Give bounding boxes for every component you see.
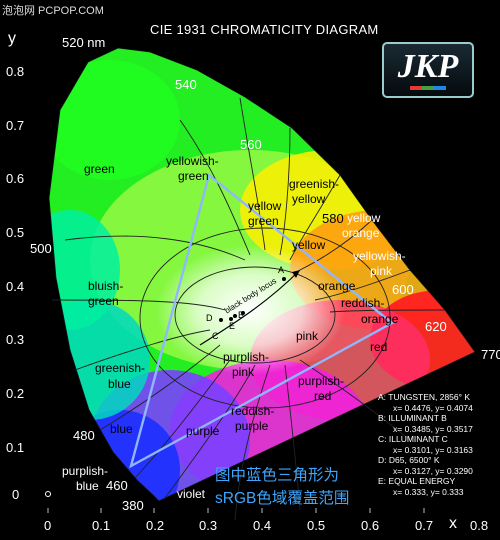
legend-entry: D: D65, 6500° K [378, 455, 440, 465]
legend-entry: E: EQUAL ENERGY [378, 476, 456, 486]
region-label-yellowish-pink-1: yellowish- [353, 249, 406, 263]
region-label-yellowish-green-2: green [178, 169, 209, 183]
region-label-purplish-pink-1: purplish- [223, 350, 270, 364]
region-label-greenish-blue-2: blue [108, 377, 131, 391]
region-label-purple: purple [186, 424, 220, 438]
region-label-green: green [84, 162, 115, 176]
region-label-reddish-purple-1: reddish- [231, 404, 275, 418]
legend-coords: x= 0.3101, y= 0.3163 [393, 444, 473, 455]
wavelength-label: 520 nm [62, 35, 106, 50]
region-label-reddish-orange-2: orange [361, 312, 399, 326]
region-label-reddish-orange-1: reddish- [341, 296, 385, 310]
tick-marks [47, 508, 425, 513]
x-tick: 0.5 [307, 518, 326, 533]
x-tick: 0.7 [415, 518, 434, 533]
y-tick: 0.8 [6, 64, 25, 79]
legend-entry: C: ILLUMINANT C [378, 434, 448, 444]
y-tick: 0.2 [6, 386, 25, 401]
wavelength-label: 600 [392, 282, 414, 297]
logo-color-bars [410, 86, 446, 90]
wavelength-label: 620 [425, 319, 447, 334]
origin-marker [45, 491, 51, 497]
x-axis-label: x [449, 515, 457, 532]
logo-blue-bar [434, 86, 446, 90]
wavelength-label: 560 [240, 137, 262, 152]
spectral-locus-outline [48, 47, 476, 502]
x-tick: 0.8 [470, 518, 489, 533]
region-label-greenish-blue-1: greenish- [95, 361, 146, 375]
wavelength-label: 480 [73, 428, 95, 443]
logo-green-bar [422, 86, 434, 90]
y-tick: 0.5 [6, 225, 25, 240]
region-label-purplish-pink-2: pink [232, 365, 255, 379]
region-label-orange: orange [318, 279, 356, 293]
point-label-d: D [206, 313, 213, 323]
x-tick: 0.6 [361, 518, 380, 533]
jkp-logo: JKP [382, 42, 474, 98]
region-label-reddish-purple-2: purple [235, 419, 269, 433]
black-body-locus-line [199, 269, 301, 346]
region-label-yellow-green-2: green [248, 214, 279, 228]
legend-coords: x= 0.333, y= 0.333 [393, 486, 464, 497]
wavelength-label: 380 [122, 498, 144, 513]
wavelength-label: 460 [106, 478, 128, 493]
region-label-red: red [370, 340, 388, 354]
region-label-yellow-green-1: yellow [248, 199, 282, 213]
wavelength-label: 500 [30, 241, 52, 256]
wavelength-label: 540 [175, 77, 197, 92]
srgb-triangle [129, 172, 395, 469]
region-label-greenish-yellow-2: yellow [292, 192, 326, 206]
region-label-yellow-orange-1: yellow [347, 211, 381, 225]
region-label-yellowish-pink-2: pink [370, 264, 393, 278]
region-label-purplish-blue-2: blue [76, 479, 99, 493]
point-label-b: B [238, 310, 245, 320]
x-tick: 0 [44, 518, 52, 533]
y-tick: 0.7 [6, 118, 25, 133]
region-label-yellow: yellow [292, 238, 326, 252]
region-label-violet: violet [177, 487, 206, 501]
legend-entry: B: ILLUMINANT B [378, 413, 447, 423]
region-label-bluish-green-1: bluish- [88, 279, 124, 293]
region-label-blue: blue [110, 422, 133, 436]
region-label-bluish-green-2: green [88, 294, 119, 308]
logo-text: JKP [397, 48, 459, 85]
legend-coords: x= 0.3485, y= 0.3517 [393, 423, 473, 434]
point-label-c: C [212, 331, 219, 341]
x-tick: 0.3 [199, 518, 218, 533]
diagram-title: CIE 1931 CHROMATICITY DIAGRAM [150, 22, 379, 37]
x-tick: 0.2 [146, 518, 165, 533]
y-axis-label: y [8, 30, 16, 47]
white-points [219, 277, 286, 322]
point-label-a: A [278, 265, 285, 275]
legend-coords: x= 0.3127, y= 0.3290 [393, 465, 473, 476]
logo-red-bar [410, 86, 422, 90]
y-tick: 0.1 [6, 440, 25, 455]
illuminant-legend: A: TUNGSTEN, 2856° K x= 0.4476, y= 0.407… [378, 392, 473, 497]
srgb-note-line1: 图中蓝色三角形为 [215, 467, 340, 484]
watermark: 泡泡网 PCPOP.COM [2, 5, 104, 17]
x-tick: 0.1 [92, 518, 111, 533]
y-tick: 0.3 [6, 332, 25, 347]
region-label-yellow-orange-2: orange [342, 226, 380, 240]
point-label-e: E [229, 321, 236, 331]
y-tick: 0 [12, 487, 20, 502]
region-label-purplish-red-2: red [314, 389, 332, 403]
x-tick: 0.4 [253, 518, 272, 533]
y-tick: 0.4 [6, 279, 25, 294]
region-label-purplish-red-1: purplish- [298, 374, 345, 388]
srgb-note-line2: sRGB色域覆盖范围 [215, 490, 350, 507]
region-label-greenish-yellow-1: greenish- [289, 177, 340, 191]
legend-entry: A: TUNGSTEN, 2856° K [378, 392, 471, 402]
legend-coords: x= 0.4476, y= 0.4074 [393, 402, 473, 413]
wavelength-label: 770 [481, 347, 500, 362]
y-tick: 0.6 [6, 171, 25, 186]
wavelength-label: 580 [322, 211, 344, 226]
region-label-purplish-blue-1: purplish- [62, 464, 109, 478]
region-label-pink: pink [296, 329, 319, 343]
region-label-yellowish-green-1: yellowish- [166, 154, 219, 168]
